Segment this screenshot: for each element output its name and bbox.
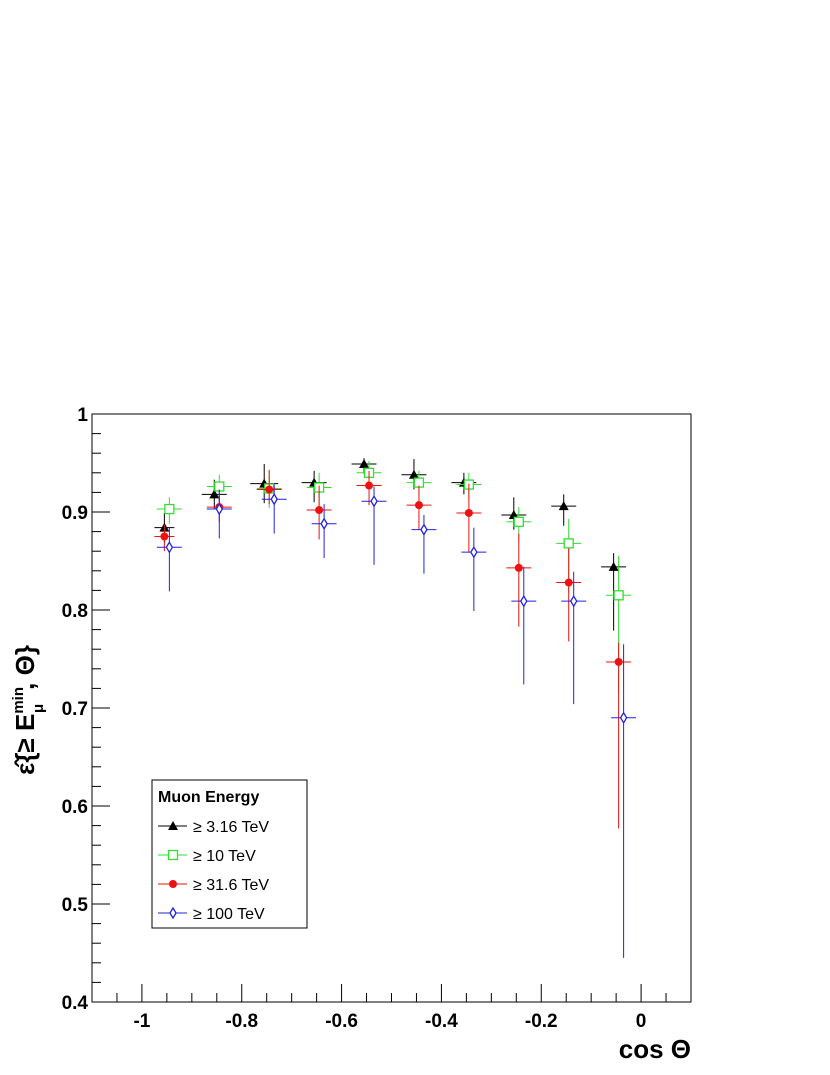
x-tick-label: -1 — [133, 1011, 150, 1032]
y-title-close-brace: } — [10, 645, 40, 655]
y-title-superscript: min — [10, 687, 27, 714]
legend-label: ≥ 31.6 TeV — [193, 877, 269, 894]
y-title-geq: ≥ — [10, 731, 40, 753]
data-point — [520, 594, 528, 608]
data-point — [619, 711, 628, 725]
series-layer — [154, 458, 637, 958]
y-tick-label: 1 — [77, 405, 88, 426]
data-point — [408, 469, 419, 479]
data-point — [608, 561, 619, 571]
legend-title: Muon Energy — [158, 789, 259, 806]
legend-marker — [167, 849, 179, 861]
data-point — [215, 502, 224, 516]
legend-marker — [169, 906, 177, 920]
data-point — [315, 506, 324, 515]
data-point — [464, 508, 473, 517]
data-point — [569, 594, 578, 608]
data-point — [365, 481, 374, 490]
series-1 — [156, 461, 632, 694]
data-point — [164, 503, 175, 515]
data-point — [614, 657, 623, 666]
y-tick-label: 0.5 — [62, 895, 89, 916]
y-tick-label: 0.7 — [62, 699, 88, 720]
x-axis-title: cos Θ — [619, 1034, 691, 1064]
data-point — [414, 501, 423, 510]
y-axis-title: ε̂{≥ Emin μ, Θ} — [10, 645, 47, 775]
legend-entries: ≥ 3.16 TeV ≥ 10 TeV ≥ 31.6 TeV ≥ 100 TeV — [158, 819, 269, 923]
data-point — [564, 578, 573, 587]
y-title-open-brace: { — [10, 753, 40, 763]
y-tick-label: 0.6 — [62, 797, 88, 818]
y-axis: 0.4 0.5 0.6 0.7 0.8 0.9 1 — [62, 405, 110, 1014]
data-point — [470, 545, 478, 559]
data-point — [514, 563, 523, 572]
series-2 — [154, 469, 632, 829]
y-tick-label: 0.9 — [62, 503, 88, 524]
data-point — [513, 516, 524, 527]
data-point — [209, 489, 220, 499]
legend-label: ≥ 10 TeV — [193, 848, 256, 865]
y-title-energy: E — [10, 714, 40, 731]
legend-entry: ≥ 31.6 TeV — [158, 877, 269, 894]
y-title-angle: , Θ — [10, 655, 40, 690]
data-point — [265, 485, 274, 494]
data-point — [370, 494, 378, 508]
y-tick-label: 0.8 — [62, 601, 88, 622]
legend-label: ≥ 100 TeV — [193, 906, 265, 923]
data-point — [558, 501, 569, 511]
data-point — [613, 590, 624, 601]
series-3 — [156, 484, 637, 958]
legend-entry: ≥ 3.16 TeV — [158, 819, 269, 836]
x-axis: -1 -0.8 -0.6 -0.4 -0.2 0 — [91, 984, 692, 1032]
data-point — [160, 532, 169, 541]
series-0 — [154, 458, 627, 631]
legend-entry: ≥ 10 TeV — [158, 848, 256, 865]
x-tick-label: 0 — [636, 1011, 647, 1032]
legend-marker — [169, 880, 177, 888]
x-tick-label: -0.8 — [225, 1011, 258, 1032]
x-tick-label: -0.2 — [525, 1011, 558, 1032]
data-point — [270, 492, 278, 506]
legend-marker — [168, 821, 178, 830]
x-tick-label: -0.6 — [325, 1011, 358, 1032]
data-point — [359, 458, 370, 468]
legend-label: ≥ 3.16 TeV — [193, 819, 269, 836]
y-title-subscript: μ — [30, 704, 47, 713]
legend: Muon Energy ≥ 3.16 TeV ≥ 10 TeV ≥ 31.6 TeV… — [151, 779, 308, 929]
legend-entry: ≥ 100 TeV — [158, 906, 265, 923]
data-point — [165, 541, 174, 554]
x-tick-label: -0.4 — [425, 1011, 458, 1032]
data-point — [563, 538, 574, 549]
data-point — [320, 517, 328, 531]
data-point — [420, 523, 428, 536]
y-tick-label: 0.4 — [62, 993, 89, 1014]
